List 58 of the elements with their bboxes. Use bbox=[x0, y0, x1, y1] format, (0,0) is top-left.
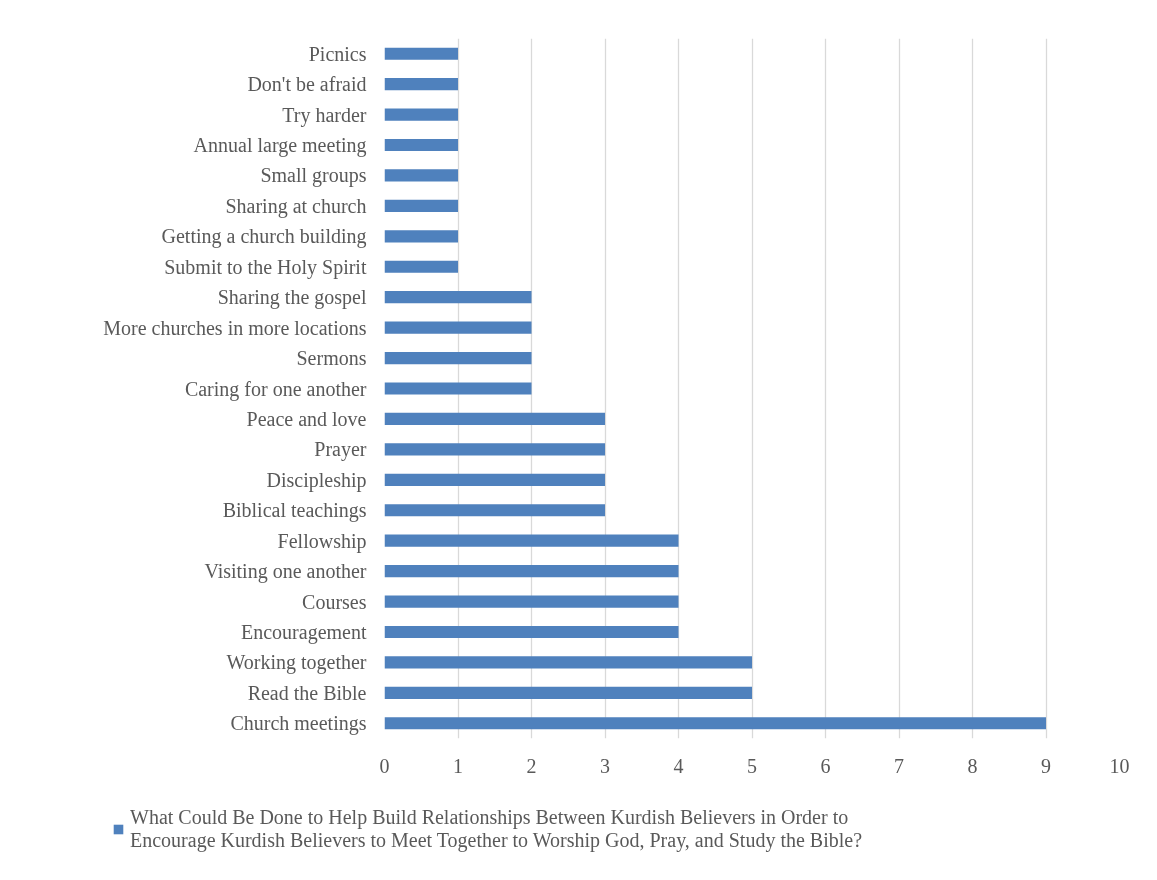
y-tick-label: Courses bbox=[302, 590, 367, 613]
y-tick-label: Church meetings bbox=[230, 712, 367, 736]
bar bbox=[384, 443, 605, 456]
bar bbox=[384, 595, 679, 608]
y-tick-label: Encouragement bbox=[241, 620, 367, 644]
y-tick-label: Small groups bbox=[260, 164, 367, 188]
y-tick-label: Submit to the Holy Spirit bbox=[164, 255, 367, 279]
x-tick-label: 3 bbox=[600, 754, 610, 777]
bar bbox=[384, 656, 752, 669]
y-tick-label: Picnics bbox=[308, 42, 367, 65]
y-tick-label: Sharing at church bbox=[225, 194, 367, 218]
bar bbox=[384, 199, 458, 212]
y-tick-label: Sharing the gospel bbox=[217, 286, 367, 310]
x-tick-label: 10 bbox=[1109, 754, 1130, 777]
y-tick-label: Sermons bbox=[296, 347, 367, 370]
bar bbox=[384, 291, 532, 304]
y-tick-label: Biblical teachings bbox=[222, 499, 367, 523]
bar bbox=[384, 473, 605, 486]
bar bbox=[384, 686, 752, 699]
y-tick-label: Read the Bible bbox=[247, 681, 367, 704]
bar bbox=[384, 78, 458, 91]
y-tick-label: More churches in more locations bbox=[103, 316, 367, 339]
x-tick-label: 6 bbox=[820, 754, 831, 777]
x-tick-label: 7 bbox=[894, 754, 904, 777]
bar bbox=[384, 169, 458, 182]
x-tick-label: 9 bbox=[1041, 754, 1051, 777]
bar bbox=[384, 230, 458, 243]
bar bbox=[384, 717, 1046, 730]
bar bbox=[384, 108, 458, 121]
bar bbox=[384, 47, 458, 60]
y-tick-label: Annual large meeting bbox=[193, 134, 367, 158]
bar bbox=[384, 534, 679, 547]
x-tick-label: 5 bbox=[747, 754, 757, 777]
bar bbox=[384, 138, 458, 152]
bar bbox=[384, 625, 679, 639]
y-tick-label: Getting a church building bbox=[161, 225, 367, 249]
y-tick-label: Prayer bbox=[314, 438, 367, 462]
y-tick-label: Visiting one another bbox=[204, 560, 367, 584]
y-tick-label: Working together bbox=[226, 651, 367, 675]
y-tick-label: Don't be afraid bbox=[247, 73, 367, 96]
y-tick-label: Caring for one another bbox=[184, 377, 367, 401]
y-tick-label: Try harder bbox=[282, 103, 367, 127]
bar bbox=[384, 351, 532, 365]
x-tick-label: 4 bbox=[673, 754, 684, 777]
y-tick-label: Peace and love bbox=[246, 407, 367, 430]
x-tick-label: 2 bbox=[526, 754, 537, 777]
y-tick-label: Fellowship bbox=[277, 529, 367, 553]
legend-label: What Could Be Done to Help Build Relationships Between Kurdish Believers in Order to Encourage Kurdish Believers to Meet Together to Worship God, Pray, and Study the Bible? bbox=[130, 806, 863, 852]
bar bbox=[384, 260, 458, 273]
bar bbox=[384, 565, 679, 578]
bar bbox=[384, 321, 532, 334]
bar bbox=[384, 382, 532, 395]
bar bbox=[384, 504, 605, 517]
x-tick-label: 1 bbox=[453, 754, 463, 777]
bar bbox=[384, 412, 605, 426]
x-tick-label: 0 bbox=[379, 754, 390, 777]
y-tick-label: Discipleship bbox=[266, 468, 367, 492]
x-tick-label: 8 bbox=[967, 754, 978, 777]
